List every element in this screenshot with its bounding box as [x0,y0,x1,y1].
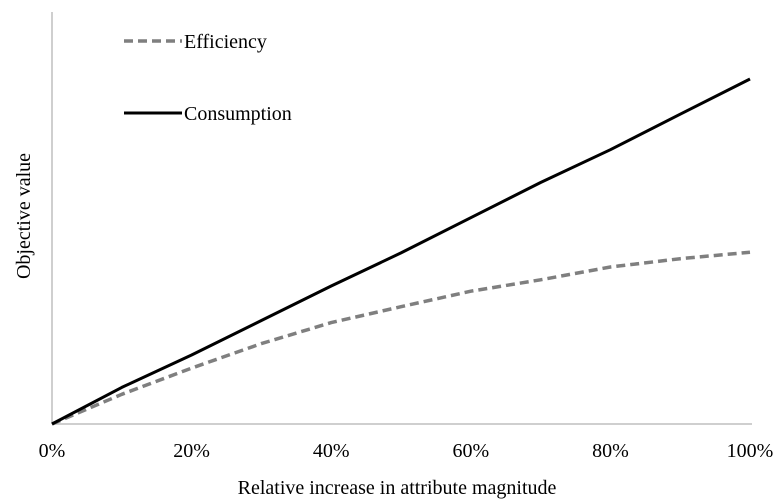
x-tick-label: 60% [452,440,489,462]
x-tick-label: 20% [173,440,210,462]
x-tick-label: 80% [592,440,629,462]
y-axis-label: Objective value [13,153,35,279]
legend-label-consumption: Consumption [184,103,292,125]
x-tick-label: 40% [313,440,350,462]
x-tick-labels: 0% 20% 40% 60% 80% 100% [39,440,774,462]
consumption-line [51,77,751,426]
efficiency-line [51,250,751,426]
x-axis-label: Relative increase in attribute magnitude [238,477,557,499]
series-efficiency [51,250,751,426]
x-tick-label: 0% [39,440,66,462]
legend: Efficiency Consumption [124,31,292,125]
legend-label-efficiency: Efficiency [184,31,267,53]
x-tick-label: 100% [727,440,774,462]
axes [51,12,752,425]
series-consumption [51,77,751,426]
series-layer [51,77,751,426]
